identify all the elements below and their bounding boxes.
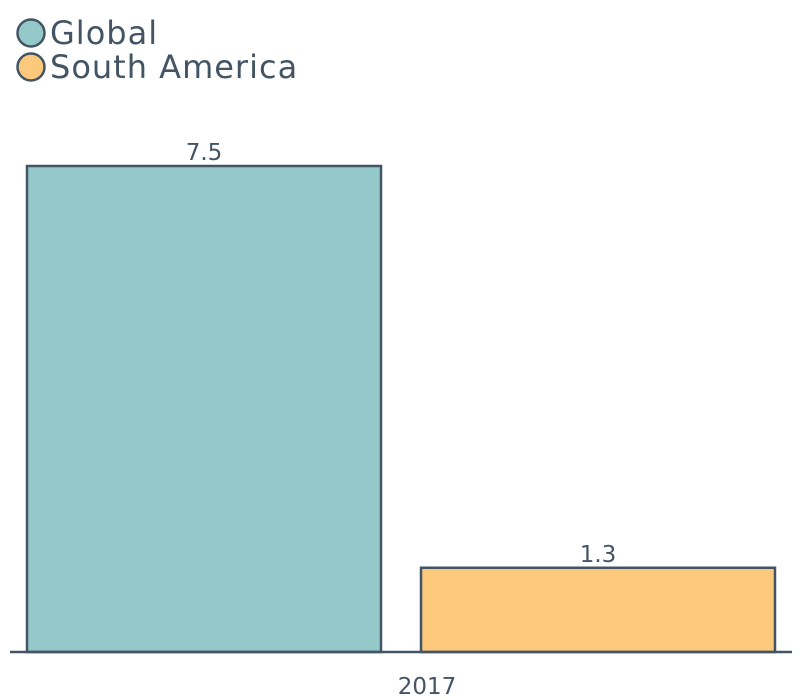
value-label-0-0: 7.5 bbox=[186, 140, 223, 166]
legend-label-0: Global bbox=[50, 14, 158, 52]
bar-0-0 bbox=[25, 164, 383, 654]
value-label-1-0: 1.3 bbox=[580, 542, 617, 568]
bar-1-0 bbox=[419, 566, 777, 654]
legend-label-1: South America bbox=[50, 48, 298, 86]
value-labels: 7.5 1.3 bbox=[186, 140, 617, 568]
legend-swatch-0 bbox=[16, 18, 46, 48]
legend-swatch-1 bbox=[16, 52, 46, 82]
x-axis-ticks: 2017 bbox=[398, 674, 457, 700]
bars bbox=[25, 164, 777, 654]
x-tick-label-0: 2017 bbox=[398, 674, 457, 700]
